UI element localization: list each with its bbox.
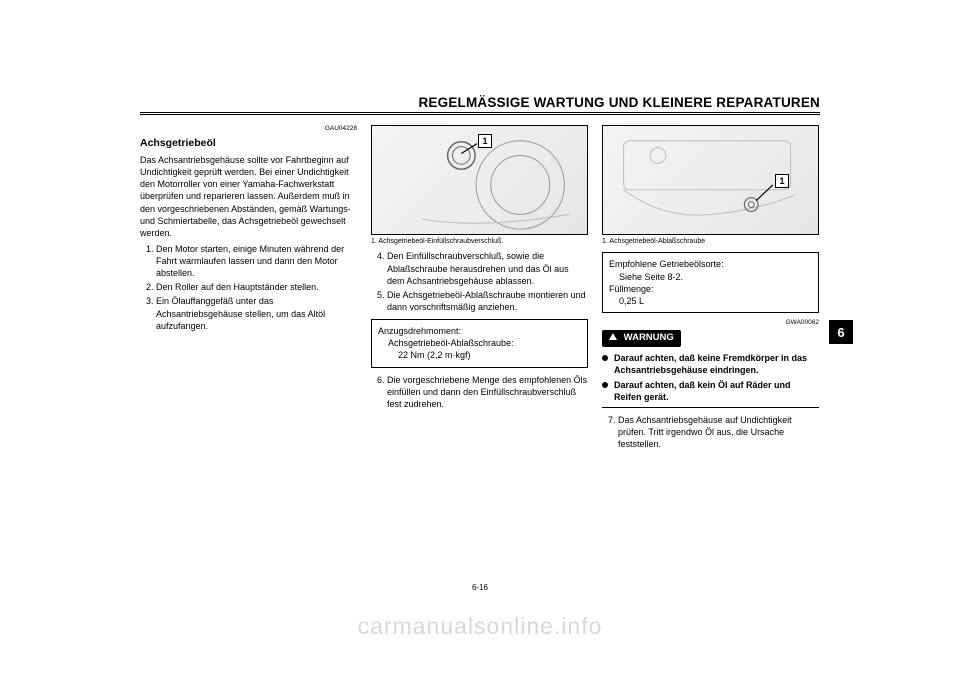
content-columns: GAU04228 Achsgetriebeöl Das Achsantriebs…: [140, 125, 820, 455]
page-number: 6-16: [140, 583, 820, 592]
step-item: Ein Ölauffanggefäß unter das Achsantrieb…: [156, 295, 357, 331]
column-3: 1 1. Achsgetriebeöl-Ablaßschraube Empfoh…: [602, 125, 819, 455]
torque-line2: 22 Nm (2,2 m·kgf): [378, 349, 581, 361]
figure-fill-plug: 1: [371, 125, 588, 235]
callout-number: 1: [478, 134, 492, 148]
spec-label-2: Füllmenge:: [609, 284, 654, 294]
column-2: 1 1. Achsgetriebeöl-Einfüllschraubversch…: [371, 125, 588, 455]
column-1: GAU04228 Achsgetriebeöl Das Achsantriebs…: [140, 125, 357, 455]
warning-text: WARNUNG: [624, 332, 674, 343]
callout-number: 1: [775, 174, 789, 188]
warning-item: Darauf achten, daß keine Fremdkörper in …: [602, 352, 819, 376]
step-item: Den Roller auf den Hauptständer stellen.: [156, 281, 357, 293]
spec-value-2: 0,25 L: [609, 295, 812, 307]
oil-spec-box: Empfohlene Getriebeölsorte: Siehe Seite …: [602, 252, 819, 313]
step-item: Die vorgeschriebene Menge des empfohlene…: [387, 374, 588, 410]
watermark: carmanualsonline.info: [0, 613, 960, 640]
step-item: Den Einfüllschraubverschluß, sowie die A…: [387, 250, 588, 286]
figure-caption: 1. Achsgetriebeöl-Einfüllschraubverschlu…: [371, 237, 588, 246]
chapter-tab: 6: [829, 320, 853, 344]
page-title: REGELMÄSSIGE WARTUNG UND KLEINERE REPARA…: [140, 95, 820, 113]
page-content: REGELMÄSSIGE WARTUNG UND KLEINERE REPARA…: [140, 95, 820, 455]
warning-label: WARNUNG: [602, 330, 681, 347]
step-item: Die Achsgetriebeöl-Ablaßschraube montier…: [387, 289, 588, 313]
steps-list-1: Den Motor starten, einige Minuten währen…: [140, 243, 357, 332]
step-item: Den Motor starten, einige Minuten währen…: [156, 243, 357, 279]
ref-code: GAU04228: [140, 125, 357, 134]
section-heading: Achsgetriebeöl: [140, 136, 357, 150]
divider: [602, 407, 819, 408]
ref-code: GWA00062: [602, 319, 819, 328]
figure-drain-bolt: 1: [602, 125, 819, 235]
torque-label: Anzugsdrehmoment:: [378, 326, 461, 336]
steps-list-3: Das Achsantriebsgehäuse auf Undichtigkei…: [602, 414, 819, 450]
warning-item: Darauf achten, daß kein Öl auf Räder und…: [602, 379, 819, 403]
spec-value-1: Siehe Seite 8-2.: [609, 271, 812, 283]
steps-list-2a: Den Einfüllschraubverschluß, sowie die A…: [371, 250, 588, 313]
step-item: Das Achsantriebsgehäuse auf Undichtigkei…: [618, 414, 819, 450]
spec-label-1: Empfohlene Getriebeölsorte:: [609, 259, 724, 269]
steps-list-2b: Die vorgeschriebene Menge des empfohlene…: [371, 374, 588, 410]
intro-text: Das Achsantriebsgehäuse sollte vor Fahrt…: [140, 154, 357, 239]
figure-caption: 1. Achsgetriebeöl-Ablaßschraube: [602, 237, 819, 246]
torque-line1: Achsgetriebeöl-Ablaßschraube:: [378, 337, 581, 349]
warning-bullets: Darauf achten, daß keine Fremdkörper in …: [602, 352, 819, 404]
torque-spec-box: Anzugsdrehmoment: Achsgetriebeöl-Ablaßsc…: [371, 319, 588, 367]
